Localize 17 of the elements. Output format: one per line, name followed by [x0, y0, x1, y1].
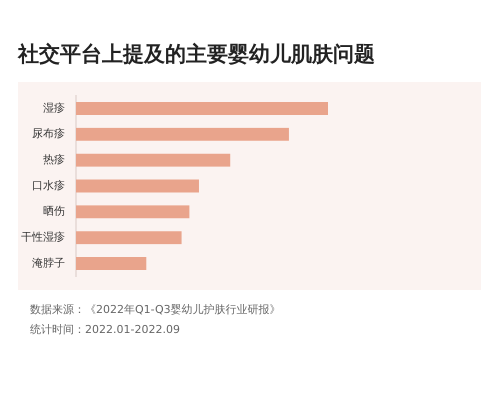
chart-title: 社交平台上提及的主要婴幼儿肌肤问题	[18, 41, 376, 68]
bar	[76, 205, 190, 218]
bar	[76, 257, 146, 270]
y-tick-label: 干性湿疹	[21, 230, 65, 244]
y-tick-label: 淹脖子	[32, 256, 65, 270]
y-tick-label: 口水疹	[32, 178, 65, 192]
bar	[76, 102, 328, 115]
bar	[76, 154, 230, 167]
y-tick-label: 热疹	[43, 153, 65, 166]
bar	[76, 180, 199, 192]
y-tick-label: 晒伤	[43, 204, 65, 218]
bar	[76, 128, 289, 141]
bar	[76, 231, 182, 244]
y-tick-label: 尿布疹	[32, 127, 65, 140]
text: 统计时间：2022.01-2022.09	[30, 322, 181, 338]
y-tick-label: 湿疹	[43, 101, 65, 114]
source-note: 数据来源：《2022年Q1-Q3婴幼儿护肤行业研报》	[30, 302, 282, 318]
